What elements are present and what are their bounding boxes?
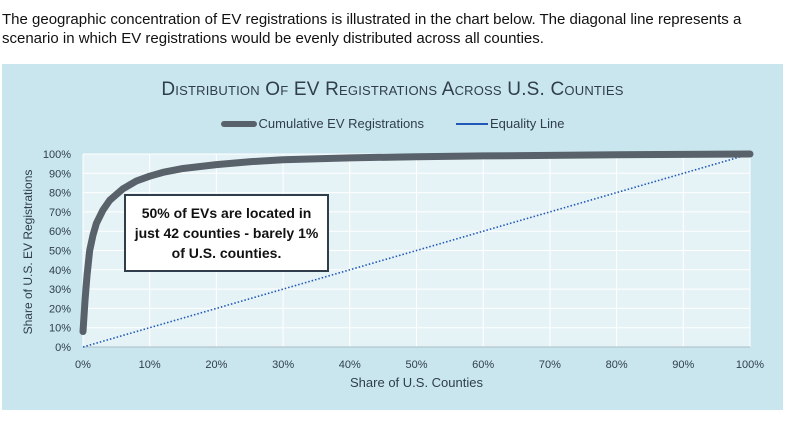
y-tick-label: 60%	[49, 226, 71, 238]
x-tick-label: 10%	[139, 359, 161, 371]
x-tick-label: 30%	[272, 359, 294, 371]
y-tick-label: 30%	[49, 284, 71, 296]
x-tick-label: 0%	[75, 359, 91, 371]
legend-item-cumulative: Cumulative EV Registrations	[220, 116, 424, 131]
x-tick-label: 50%	[405, 359, 427, 371]
legend-label-equality: Equality Line	[490, 116, 565, 131]
y-tick-label: 50%	[49, 246, 71, 258]
legend-swatch-equality	[456, 122, 488, 125]
annotation-callout: 50% of EVs are located in just 42 counti…	[124, 194, 329, 272]
x-tick-label: 60%	[472, 359, 494, 371]
equality-line	[82, 153, 751, 348]
chart-legend: Cumulative EV Registrations Equality Lin…	[0, 116, 785, 131]
y-axis-title: Share of U.S. EV Registrations	[21, 169, 35, 335]
x-tick-label: 100%	[736, 359, 764, 371]
x-tick-label: 40%	[339, 359, 361, 371]
x-tick-label: 20%	[205, 359, 227, 371]
x-tick-label: 90%	[672, 359, 694, 371]
legend-swatch-cumulative	[220, 120, 257, 127]
y-tick-label: 20%	[49, 303, 71, 315]
y-tick-label: 10%	[49, 323, 71, 335]
y-tick-label: 100%	[43, 149, 71, 161]
y-tick-label: 40%	[49, 265, 71, 277]
intro-paragraph: The geographic concentration of EV regis…	[2, 11, 742, 47]
y-tick-label: 90%	[49, 168, 71, 180]
y-tick-label: 0%	[55, 342, 71, 354]
x-tick-label: 80%	[606, 359, 628, 371]
chart-title: Distribution Of EV Registrations Across …	[161, 79, 624, 100]
legend-item-equality: Equality Line	[456, 116, 564, 131]
y-tick-label: 80%	[49, 188, 71, 200]
y-tick-label: 70%	[49, 207, 71, 219]
x-tick-label: 70%	[539, 359, 561, 371]
cumulative-line	[79, 150, 754, 336]
x-axis-title: Share of U.S. Counties	[350, 375, 483, 390]
legend-label-cumulative: Cumulative EV Registrations	[258, 116, 424, 131]
